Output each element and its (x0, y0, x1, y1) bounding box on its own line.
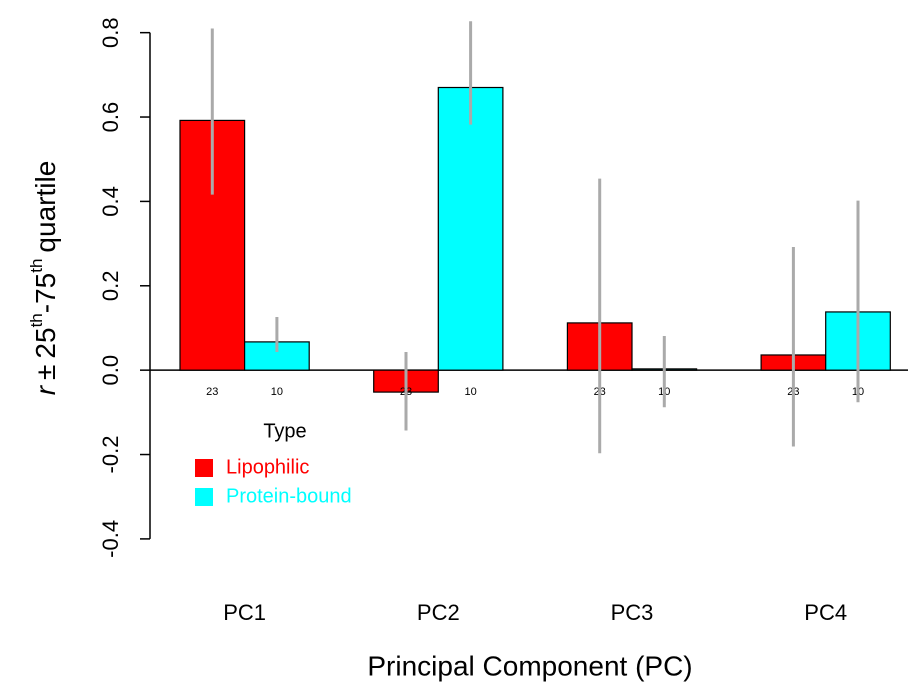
count-label: 10 (271, 386, 283, 398)
x-axis-label: Principal Component (PC) (367, 650, 692, 681)
y-tick-label: 0.0 (98, 355, 123, 386)
legend-swatch (195, 459, 213, 477)
y-tick-label: 0.6 (98, 102, 123, 133)
legend-label: Lipophilic (226, 456, 309, 478)
y-label-rest: quartile (30, 161, 61, 253)
y-label-from: 25 (30, 327, 61, 358)
count-label: 23 (206, 386, 218, 398)
y-tick-label: 0.2 (98, 270, 123, 301)
y-axis-label: r±25th-75thquartile (27, 161, 61, 396)
y-tick-label: 0.4 (98, 186, 123, 217)
bar (437, 86, 504, 371)
y-label-op: ± (30, 365, 61, 380)
y-label-sup: th (27, 259, 46, 273)
legend-title: Type (263, 420, 306, 442)
y-label-symbol: r (30, 384, 61, 395)
x-tick-label: PC3 (611, 600, 654, 625)
legend-label: Protein-bound (226, 485, 352, 507)
y-label-sup: th (27, 313, 46, 327)
x-tick-label: PC1 (223, 600, 266, 625)
x-tick-label: PC2 (417, 600, 460, 625)
y-tick-label: 0.8 (98, 17, 123, 48)
y-tick-label: -0.2 (98, 436, 123, 474)
y-tick-label: -0.4 (98, 520, 123, 558)
x-tick-label: PC4 (804, 600, 847, 625)
y-label-sep: - (30, 304, 61, 313)
legend-swatch (195, 488, 213, 506)
y-label-to: 75 (30, 273, 61, 304)
count-label: 10 (464, 386, 476, 398)
